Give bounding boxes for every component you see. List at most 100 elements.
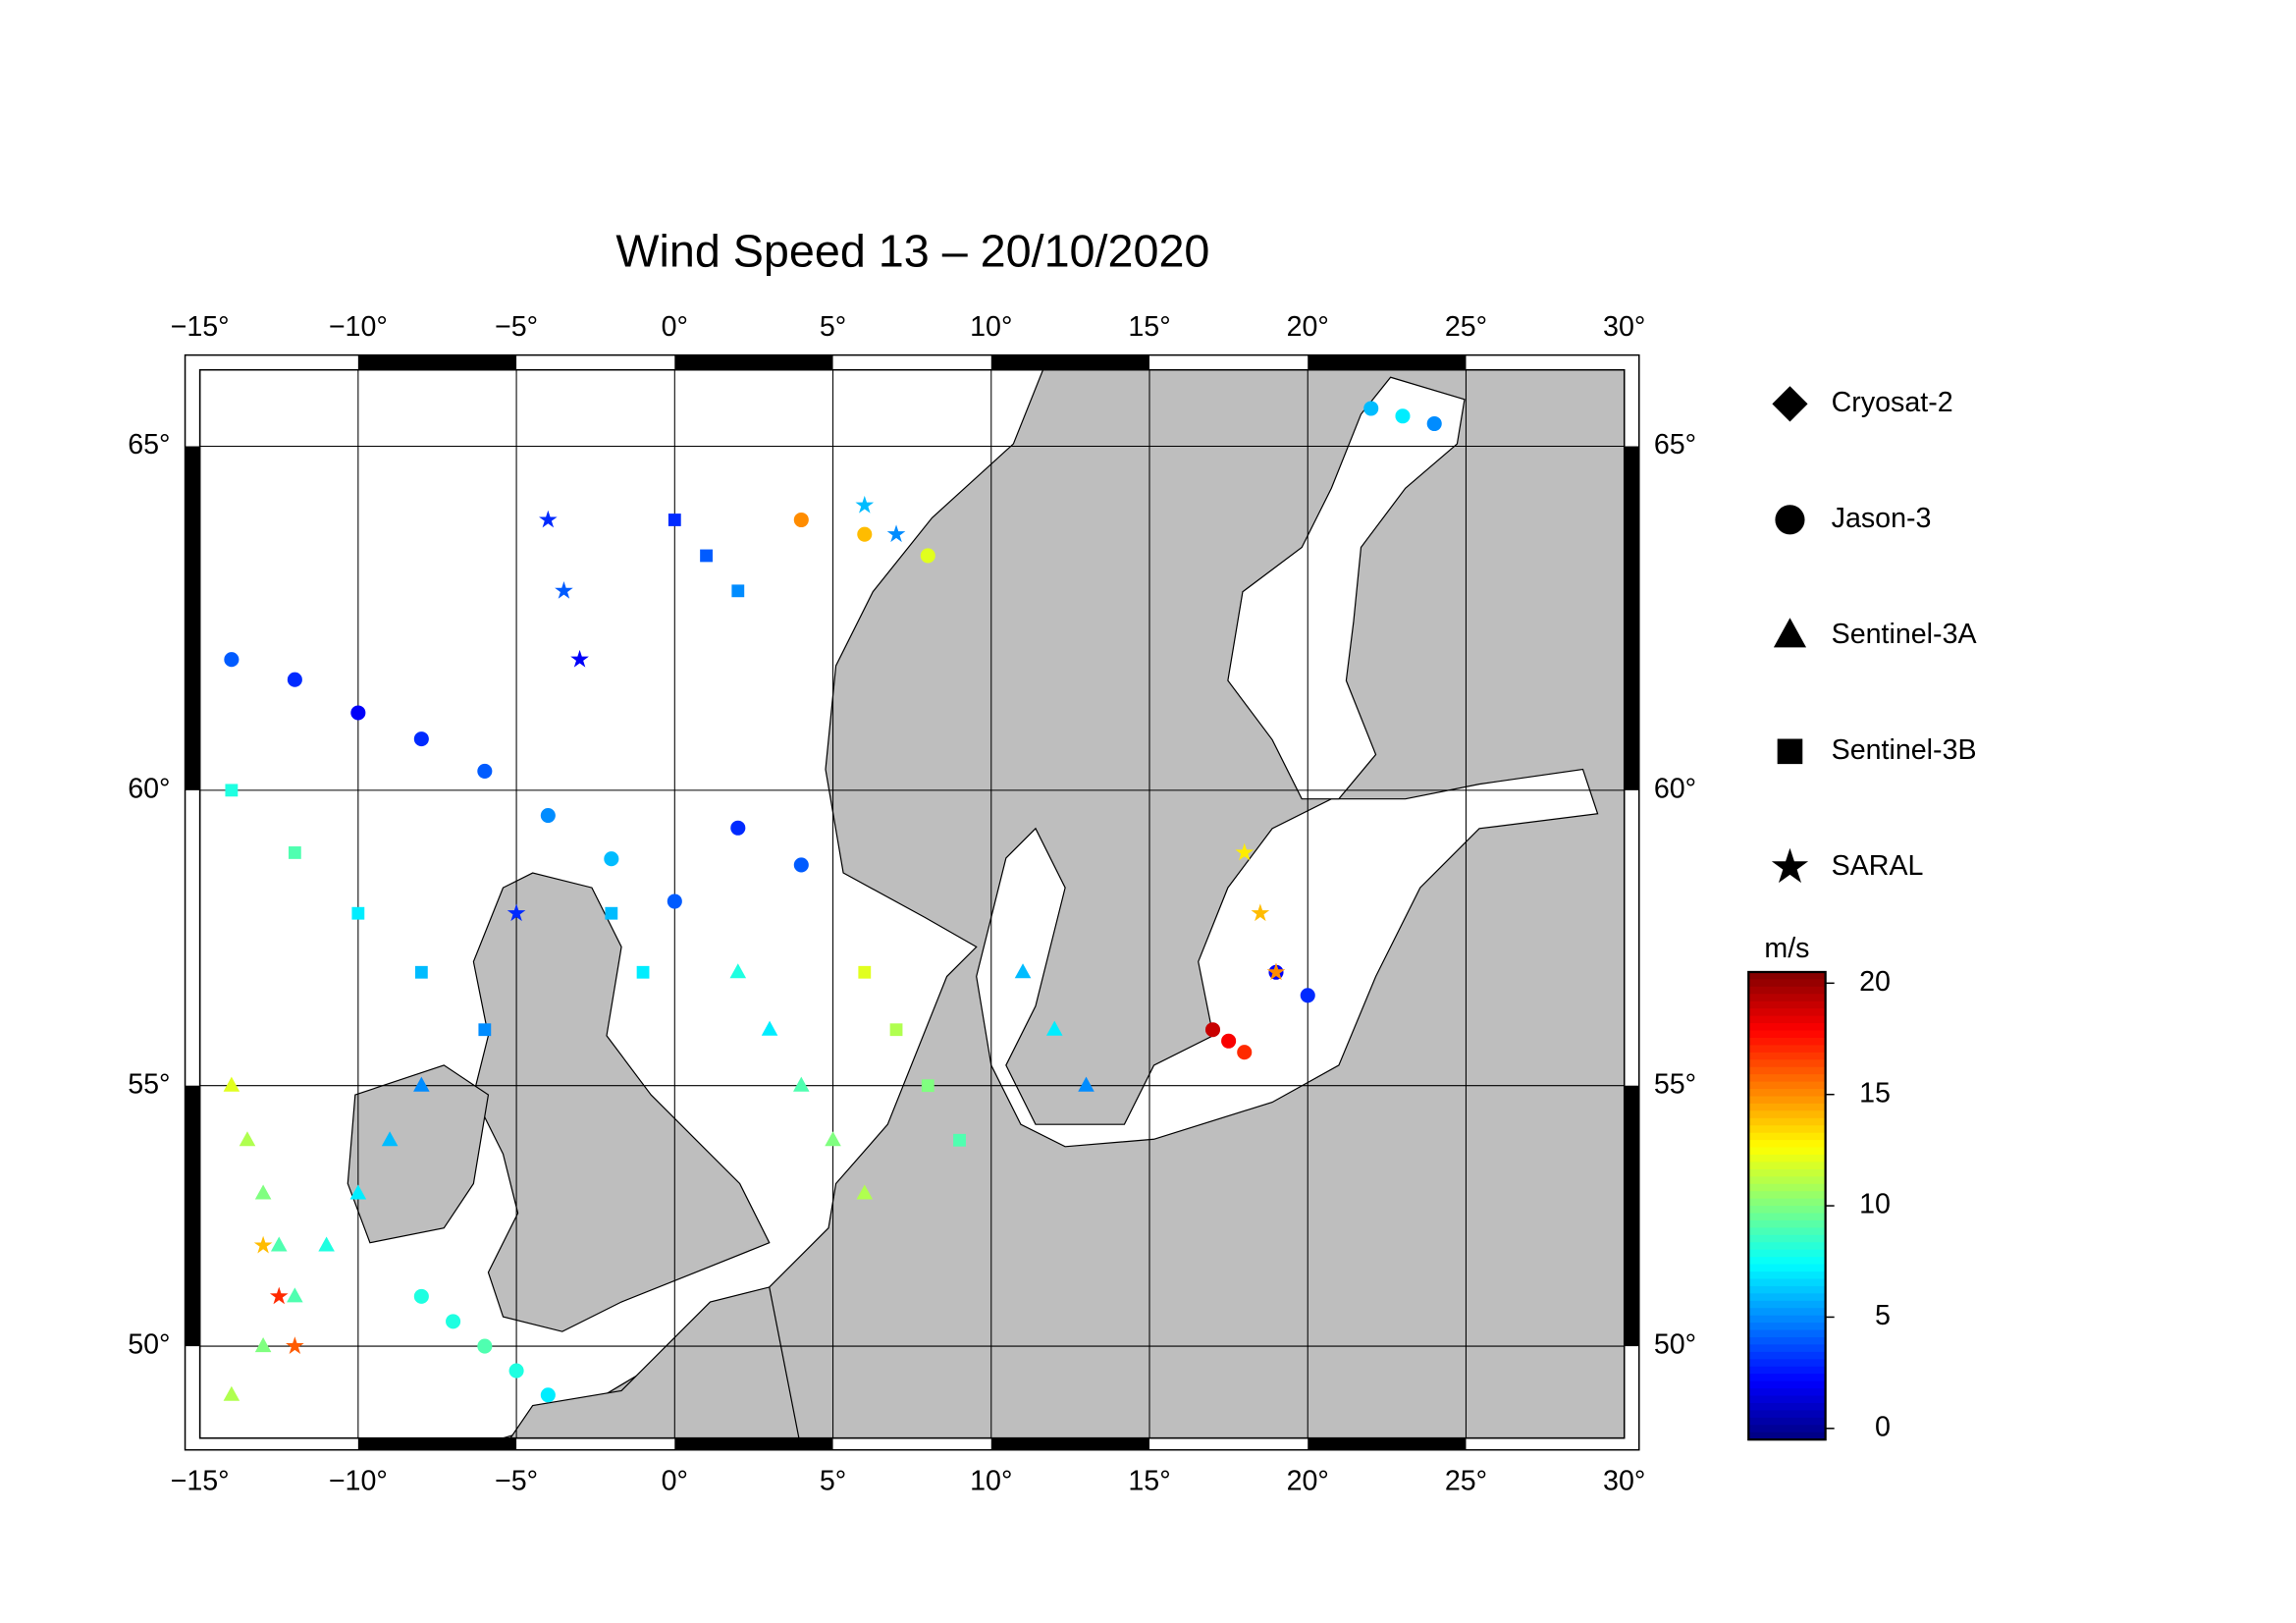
marker-square [700, 549, 713, 563]
colorbar-step [1748, 986, 1826, 996]
colorbar-step [1748, 1096, 1826, 1105]
marker-triangle [825, 1131, 841, 1147]
colorbar-step [1748, 1242, 1826, 1251]
colorbar-step [1748, 1066, 1826, 1076]
y-tick-label-right: 55° [1654, 1068, 1696, 1100]
colorbar-step [1748, 1293, 1826, 1302]
colorbar-step [1748, 1154, 1826, 1163]
marker-triangle [1014, 963, 1032, 979]
marker-square [605, 906, 618, 920]
colorbar-step [1748, 1168, 1826, 1178]
data-points [223, 401, 1442, 1403]
colorbar-step [1748, 1219, 1826, 1229]
colorbar-step [1748, 1103, 1826, 1112]
colorbar-step [1748, 1140, 1826, 1149]
marker-triangle [1773, 618, 1807, 648]
marker-circle [730, 820, 746, 836]
colorbar-step [1748, 1037, 1826, 1047]
marker-star [507, 903, 526, 922]
marker-star [555, 581, 573, 599]
colorbar-step [1748, 1351, 1826, 1361]
colorbar-step [1748, 1081, 1826, 1090]
marker-circle [604, 851, 619, 867]
marker-circle [446, 1314, 461, 1329]
marker-circle [540, 807, 556, 824]
colorbar-step [1748, 1074, 1826, 1083]
marker-triangle [318, 1236, 335, 1252]
x-tick-label-bottom: −5° [495, 1465, 538, 1496]
x-tick-label-top: 5° [820, 311, 846, 343]
colorbar-step [1748, 1176, 1826, 1185]
colorbar-step [1748, 1191, 1826, 1200]
marker-circle [857, 526, 873, 542]
colorbar-step [1748, 1257, 1826, 1266]
colorbar-step [1748, 1030, 1826, 1039]
marker-triangle [729, 963, 747, 979]
frame-bar [185, 1085, 200, 1347]
marker-triangle [254, 1184, 272, 1200]
marker-square [731, 584, 745, 598]
x-tick-label-bottom: 20° [1287, 1465, 1329, 1496]
colorbar-step [1748, 1183, 1826, 1193]
marker-star [1266, 962, 1286, 981]
colorbar-label: m/s [1764, 933, 1809, 964]
colorbar-step [1748, 1308, 1826, 1317]
colorbar-step [1748, 1315, 1826, 1325]
colorbar-step [1748, 1213, 1826, 1221]
frame-bar [1308, 354, 1467, 370]
frame-outer [184, 353, 1640, 1451]
colorbar-step [1748, 1110, 1826, 1119]
marker-star [539, 510, 558, 528]
colorbar-step [1748, 994, 1826, 1002]
colorbar-step [1748, 1206, 1826, 1215]
marker-square [953, 1133, 966, 1147]
marker-star [286, 1336, 304, 1355]
y-tick-label-right: 65° [1654, 429, 1696, 460]
legend-label: Jason-3 [1832, 503, 1932, 534]
colorbar: m/s 0 5 10 15 20 [1747, 933, 1891, 1442]
y-tick-label-right: 50° [1654, 1329, 1696, 1361]
x-tick-label-bottom: 10° [970, 1465, 1012, 1496]
marker-square [288, 846, 301, 859]
colorbar-tick-label: 20 [1859, 966, 1891, 998]
marker-triangle [761, 1020, 778, 1036]
marker-circle [350, 705, 366, 721]
marker-circle [540, 1387, 556, 1403]
colorbar-step [1748, 1001, 1826, 1010]
colorbar-step [1748, 1388, 1826, 1397]
colorbar-step [1748, 1366, 1826, 1376]
colorbar-step [1748, 1278, 1826, 1287]
x-tick-label-top: 15° [1128, 311, 1170, 343]
marker-star [886, 524, 906, 543]
x-tick-label-bottom: −10° [329, 1465, 388, 1496]
marker-star [570, 649, 589, 668]
colorbar-step [1748, 1344, 1826, 1353]
frame-bar [1624, 446, 1639, 790]
baltic-sea [976, 768, 1599, 1148]
marker-triangle [223, 1076, 240, 1092]
frame-bars [185, 354, 1639, 1450]
x-tick-label-top: −15° [171, 311, 230, 343]
x-tick-label-top: 10° [970, 311, 1012, 343]
colorbar-step [1748, 1395, 1826, 1404]
x-tick-label-bottom: 30° [1603, 1465, 1645, 1496]
colorbar-step [1748, 1008, 1826, 1017]
colorbar-step [1748, 1359, 1826, 1368]
marker-triangle [381, 1131, 399, 1147]
frame-bar [674, 354, 833, 370]
marker-circle [667, 893, 682, 909]
x-tick-label-top: 25° [1445, 311, 1487, 343]
colorbar-tick-label: 5 [1875, 1300, 1891, 1331]
marker-circle [477, 763, 493, 779]
france-coast [508, 1286, 800, 1439]
x-tick-label-bottom: 15° [1128, 1465, 1170, 1496]
x-tick-label-bottom: 5° [820, 1465, 846, 1496]
colorbar-step [1748, 1015, 1826, 1024]
frame-bar [1308, 1437, 1467, 1450]
frame-bar [357, 1437, 517, 1450]
x-tick-label-bottom: 0° [662, 1465, 688, 1496]
marker-triangle [793, 1076, 810, 1092]
colorbar-step [1748, 1023, 1826, 1032]
